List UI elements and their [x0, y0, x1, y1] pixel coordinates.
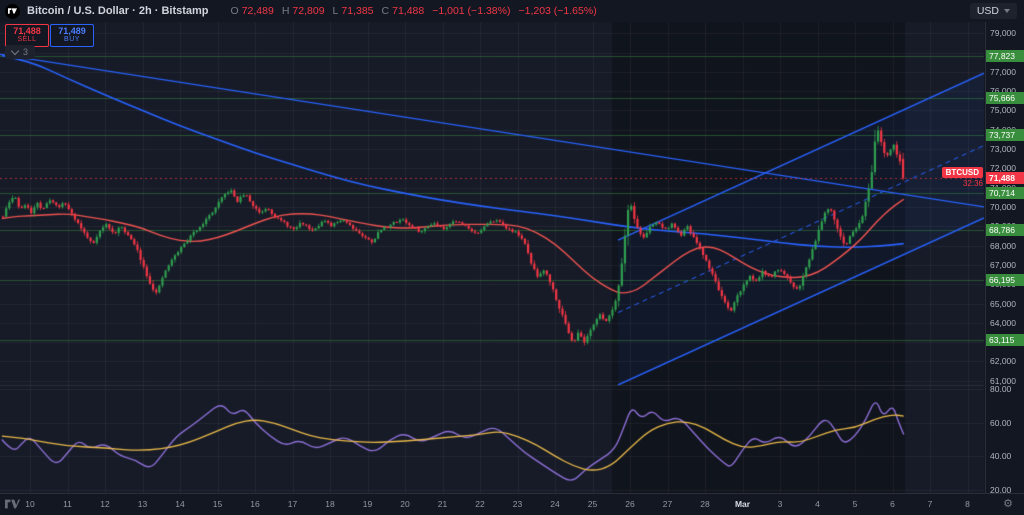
price-tick-label: 76,000: [990, 86, 1016, 96]
close-value: 71,488: [392, 5, 425, 17]
indicator-tick-label: 40.00: [990, 451, 1012, 462]
time-label: 22: [475, 499, 485, 509]
gear-icon[interactable]: ⚙: [1003, 498, 1013, 510]
buy-button-label: BUY: [64, 36, 80, 44]
price-level-tag: 77,823: [986, 49, 1024, 62]
time-label: 25: [587, 499, 598, 509]
currency-selector[interactable]: USD: [969, 3, 1017, 19]
open-label: O: [230, 5, 239, 17]
current-price-marker: BTCUSD 32:36: [941, 167, 983, 189]
tradingview-watermark-icon: [5, 499, 20, 511]
price-tick-label: 72,000: [990, 163, 1016, 174]
close-label: C: [381, 5, 390, 17]
time-label: 14: [175, 499, 185, 509]
bar-countdown: 32:36: [962, 179, 983, 189]
price-tick-label: 61,000: [990, 375, 1016, 386]
time-label: 5: [852, 499, 858, 509]
buy-price: 71,489: [58, 26, 86, 36]
price-tick-label: 67,000: [990, 259, 1016, 270]
high-value: 72,809: [292, 5, 325, 17]
time-label: 11: [63, 499, 72, 509]
price-tick-label: 75,000: [990, 105, 1016, 116]
time-label: 24: [550, 499, 560, 509]
time-label: 23: [512, 499, 523, 509]
current-price-tag: 71,488: [986, 172, 1024, 185]
time-label: Mar: [734, 499, 751, 509]
indicator-tick-label: 60.00: [990, 417, 1012, 428]
low-value: 71,385: [341, 5, 374, 17]
open-value: 72,489: [241, 5, 274, 17]
change-secondary: −1,203 (−1.65%): [518, 5, 597, 17]
time-label: 8: [965, 499, 970, 509]
time-label: 27: [662, 499, 673, 509]
price-level-tag: 73,737: [986, 128, 1024, 141]
price-tick-label: 77,000: [990, 66, 1016, 77]
time-label: 13: [137, 499, 148, 509]
time-label: 19: [362, 499, 373, 509]
price-tick-label: 68,000: [990, 240, 1016, 251]
change-absolute: −1,001 (−1.38%): [432, 5, 511, 17]
chevron-down-icon: [1004, 9, 1010, 13]
price-tick-label: 79,000: [990, 28, 1016, 39]
price-level-tag: 68,786: [986, 224, 1024, 237]
sell-price: 71,488: [13, 26, 41, 36]
time-label: 15: [212, 499, 223, 509]
currency-label: USD: [976, 5, 999, 17]
price-axis[interactable]: 79,00078,00077,00076,00075,00074,00073,0…: [985, 22, 1024, 495]
price-level-tag: 70,714: [986, 187, 1024, 200]
price-tick-label: 62,000: [990, 356, 1016, 367]
indicator-tick-label: 20.00: [990, 484, 1012, 495]
time-label: 26: [625, 499, 635, 509]
time-label: 17: [287, 499, 298, 509]
sell-button-label: SELL: [17, 36, 37, 44]
time-label: 12: [100, 499, 110, 509]
time-label: 16: [250, 499, 260, 509]
chevron-down-icon: [10, 46, 20, 56]
time-label: 4: [815, 499, 820, 509]
price-tick-label: 73,000: [990, 144, 1016, 155]
indicator-count: 3: [23, 47, 29, 57]
collapsed-indicators-chip[interactable]: 3: [5, 45, 36, 59]
indicator-tick-label: 80.00: [990, 384, 1012, 395]
symbol-badge: BTCUSD: [941, 167, 983, 179]
ohlc-readout: O 72,489 H 72,809 L 71,385 C 71,488 −1,001 (…: [226, 5, 597, 17]
time-label: 18: [325, 499, 335, 509]
time-label: 6: [890, 499, 895, 509]
low-label: L: [332, 5, 339, 17]
price-tick-label: 70,000: [990, 201, 1016, 212]
sell-button[interactable]: 71,488 SELL: [5, 24, 49, 48]
tradingview-logo[interactable]: [5, 3, 20, 19]
price-level-tag: 63,115: [986, 333, 1024, 346]
price-level-tag: 75,666: [986, 91, 1024, 104]
trade-panel: 71,488 SELL 71,489 BUY: [5, 24, 94, 48]
time-axis[interactable]: ⚙ 10 11 12 13 14 15 16 17 18 19 20 21 22 23 24 25 26 27 28…: [0, 493, 1024, 515]
high-label: H: [281, 5, 290, 17]
buy-button[interactable]: 71,489 BUY: [50, 24, 94, 48]
time-label: 3: [777, 499, 783, 509]
price-tick-label: 65,000: [990, 298, 1016, 309]
symbol-title[interactable]: Bitcoin / U.S. Dollar · 2h · Bitstamp: [27, 5, 209, 17]
time-label: 10: [25, 499, 35, 509]
price-level-tag: 66,195: [986, 274, 1024, 287]
time-label: 20: [400, 499, 410, 509]
time-label: 7: [927, 499, 933, 509]
price-tick-label: 64,000: [990, 317, 1016, 328]
time-label: 21: [437, 499, 448, 509]
time-label: 28: [700, 499, 710, 509]
tradingview-logo-icon: [8, 8, 17, 14]
